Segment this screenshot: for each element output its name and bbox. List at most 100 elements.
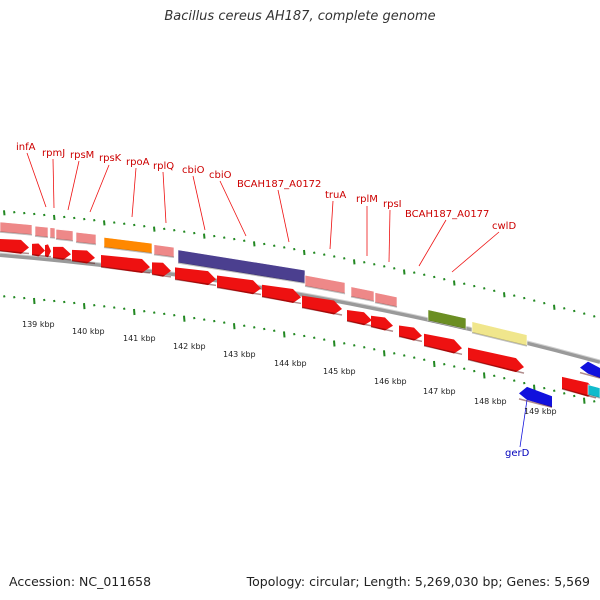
inner-tick bbox=[313, 336, 316, 340]
outer-tick bbox=[333, 255, 336, 258]
outer-tick bbox=[453, 280, 456, 286]
inner-tick bbox=[303, 334, 306, 338]
inner-tick bbox=[393, 352, 396, 355]
inner-tick bbox=[423, 358, 426, 362]
outer-tick bbox=[93, 218, 96, 222]
inner-tick bbox=[63, 300, 66, 304]
inner-tick bbox=[563, 392, 566, 395]
label-leader-line bbox=[219, 180, 247, 237]
gene-label-rpsm[interactable]: rpsM bbox=[70, 150, 94, 161]
outer-tick bbox=[33, 212, 36, 216]
outer-tick bbox=[423, 273, 426, 277]
inner-tick bbox=[133, 308, 136, 316]
feature-block bbox=[75, 231, 97, 245]
inner-tick bbox=[353, 344, 356, 347]
outer-tick bbox=[373, 263, 376, 266]
inner-tick bbox=[113, 306, 116, 309]
outer-tick bbox=[213, 234, 216, 238]
outer-tick bbox=[493, 289, 496, 293]
gene-label-infa[interactable]: infA bbox=[16, 142, 36, 153]
feature-block-olive bbox=[427, 309, 467, 330]
outer-tick bbox=[243, 239, 246, 243]
outer-tick bbox=[363, 261, 366, 264]
gene-label-trua[interactable]: truA bbox=[325, 190, 346, 201]
cds-arrow bbox=[424, 333, 462, 354]
gene-label-rpsi[interactable]: rpsI bbox=[383, 199, 402, 210]
inner-tick bbox=[343, 342, 346, 345]
gene-label-rpoa[interactable]: rpoA bbox=[126, 157, 150, 168]
label-leader-line bbox=[26, 152, 47, 208]
cds-arrow bbox=[217, 275, 261, 295]
feature-track bbox=[0, 221, 600, 408]
inner-tick bbox=[483, 372, 486, 379]
outer-tick bbox=[113, 221, 116, 224]
feature-block-cyan bbox=[587, 384, 600, 399]
inner-tick bbox=[23, 296, 26, 300]
gene-label-cbio-1[interactable]: cbiO bbox=[182, 165, 205, 176]
inner-tick bbox=[93, 303, 96, 307]
outer-tick bbox=[143, 225, 146, 228]
cds-arrow bbox=[53, 246, 71, 260]
label-leader-line bbox=[451, 231, 500, 273]
outer-tick bbox=[273, 244, 276, 247]
outer-tick bbox=[343, 257, 346, 260]
gene-label-cbio-2[interactable]: cbiO bbox=[209, 170, 232, 181]
cds-arrow bbox=[152, 262, 171, 277]
label-leader-line bbox=[192, 175, 206, 231]
cds-arrow bbox=[72, 249, 95, 264]
inner-tick bbox=[233, 323, 236, 330]
accession-text: Accession: NC_011658 bbox=[9, 574, 152, 589]
outer-tick bbox=[383, 265, 386, 268]
outer-tick bbox=[533, 299, 536, 302]
outer-tick bbox=[573, 309, 576, 313]
inner-tick bbox=[173, 314, 176, 317]
outer-tick bbox=[193, 231, 196, 235]
label-leader-line bbox=[89, 164, 110, 213]
feature-block bbox=[304, 274, 346, 294]
inner-tick bbox=[513, 379, 516, 382]
inner-tick bbox=[223, 321, 226, 324]
inner-tick bbox=[283, 331, 286, 338]
outer-tick bbox=[473, 284, 476, 288]
feature-block bbox=[55, 228, 74, 242]
inner-tick bbox=[403, 354, 406, 357]
kbp-label-143: 143 kbp bbox=[223, 350, 256, 359]
kbp-label-147: 147 kbp bbox=[423, 387, 456, 396]
gene-label-rpmj[interactable]: rpmJ bbox=[42, 148, 65, 159]
inner-tick bbox=[3, 295, 6, 298]
gene-label-gerd[interactable]: gerD bbox=[505, 448, 530, 459]
gene-label-rplm[interactable]: rplM bbox=[356, 194, 378, 205]
cds-arrow bbox=[32, 243, 45, 257]
inner-tick bbox=[573, 394, 576, 398]
outer-tick bbox=[303, 249, 306, 256]
reverse-strand-arrow bbox=[580, 361, 600, 378]
inner-tick bbox=[363, 346, 366, 349]
label-leader-line bbox=[418, 219, 447, 267]
gene-label-bcah187-a0177[interactable]: BCAH187_A0177 bbox=[405, 209, 489, 220]
label-leader-line bbox=[329, 200, 334, 250]
inner-tick bbox=[103, 305, 106, 308]
label-leaders bbox=[26, 152, 528, 448]
kbp-label-140: 140 kbp bbox=[72, 327, 105, 336]
inner-tick bbox=[433, 360, 436, 368]
outer-tick bbox=[413, 271, 416, 274]
outer-tick bbox=[233, 237, 236, 241]
inner-tick bbox=[73, 301, 76, 305]
gene-label-rplq[interactable]: rplQ bbox=[153, 161, 174, 172]
kbp-label-149: 149 kbp bbox=[524, 407, 557, 416]
inner-tick bbox=[333, 340, 336, 347]
cds-arrow bbox=[175, 267, 216, 286]
kbp-label-139: 139 kbp bbox=[22, 320, 55, 329]
inner-tick bbox=[323, 338, 326, 341]
kbp-label-148: 148 kbp bbox=[474, 397, 507, 406]
inner-tick bbox=[183, 315, 186, 322]
inner-tick bbox=[593, 400, 596, 403]
gene-label-rpsk[interactable]: rpsK bbox=[99, 153, 122, 164]
outer-tick bbox=[463, 282, 466, 285]
map-title: Bacillus cereus AH187, complete genome bbox=[164, 9, 436, 24]
gene-label-cwld[interactable]: cwlD bbox=[492, 221, 516, 232]
inner-tick bbox=[473, 369, 476, 373]
outer-tick bbox=[53, 214, 56, 221]
cds-arrow bbox=[347, 309, 372, 326]
gene-label-bcah187-a0172[interactable]: BCAH187_A0172 bbox=[237, 179, 321, 190]
